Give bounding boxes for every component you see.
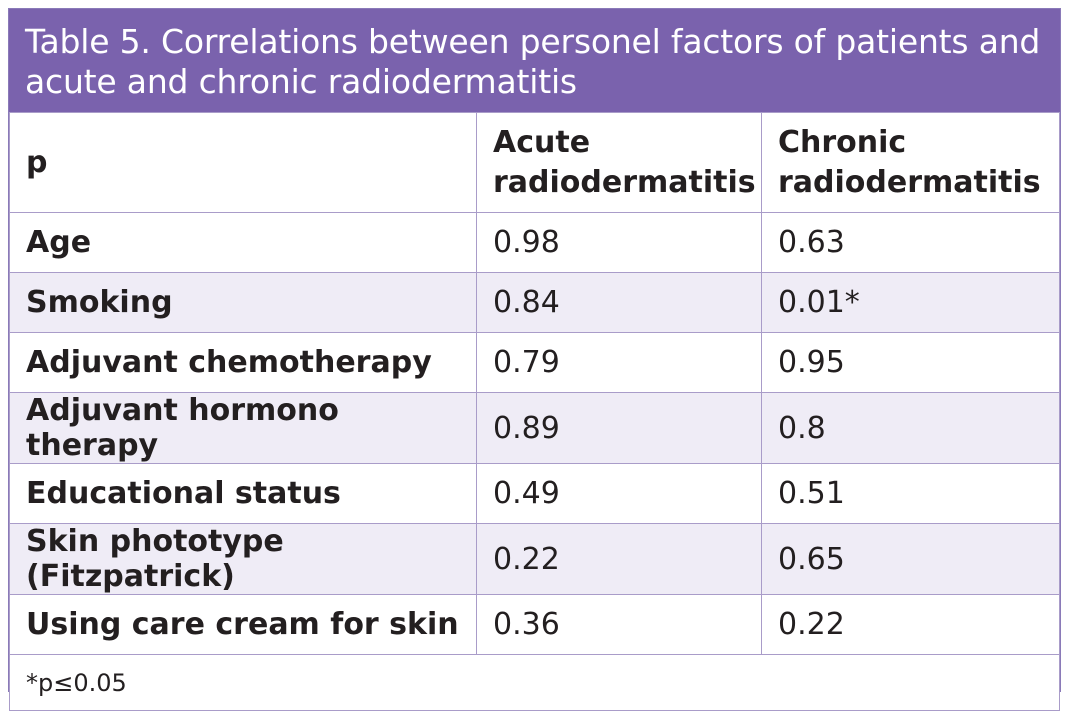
header-chronic: Chronic radiodermatitis xyxy=(761,112,1060,213)
footnote: *p≤0.05 xyxy=(9,654,1060,711)
row-acute: 0.49 xyxy=(476,463,762,524)
table-row: Age 0.98 0.63 xyxy=(9,212,1060,273)
table-title: Table 5. Correlations between personel f… xyxy=(9,9,1060,112)
row-chronic: 0.22 xyxy=(761,594,1060,655)
correlation-table: Table 5. Correlations between personel f… xyxy=(8,8,1061,711)
row-chronic: 0.65 xyxy=(761,523,1060,595)
table-row: Smoking 0.84 0.01* xyxy=(9,272,1060,333)
row-factor: Using care cream for skin xyxy=(9,594,477,655)
header-row: p Acute radiodermatitis Chronic radioder… xyxy=(9,112,1060,213)
table-row: Adjuvant hormono therapy 0.89 0.8 xyxy=(9,392,1060,464)
row-chronic: 0.01* xyxy=(761,272,1060,333)
table-row: Skin phototype (Fitzpatrick) 0.22 0.65 xyxy=(9,523,1060,595)
header-acute: Acute radiodermatitis xyxy=(476,112,762,213)
row-acute: 0.22 xyxy=(476,523,762,595)
row-factor: Age xyxy=(9,212,477,273)
row-chronic: 0.51 xyxy=(761,463,1060,524)
table-row: Using care cream for skin 0.36 0.22 xyxy=(9,594,1060,655)
table-row: Adjuvant chemotherapy 0.79 0.95 xyxy=(9,332,1060,393)
table-row: Educational status 0.49 0.51 xyxy=(9,463,1060,524)
row-acute: 0.98 xyxy=(476,212,762,273)
row-chronic: 0.63 xyxy=(761,212,1060,273)
footnote-row: *p≤0.05 xyxy=(9,654,1060,711)
row-chronic: 0.8 xyxy=(761,392,1060,464)
row-acute: 0.84 xyxy=(476,272,762,333)
row-factor: Skin phototype (Fitzpatrick) xyxy=(9,523,477,595)
row-factor: Adjuvant hormono therapy xyxy=(9,392,477,464)
row-acute: 0.36 xyxy=(476,594,762,655)
header-p: p xyxy=(9,112,477,213)
data-table: p Acute radiodermatitis Chronic radioder… xyxy=(9,112,1060,711)
row-acute: 0.79 xyxy=(476,332,762,393)
row-factor: Smoking xyxy=(9,272,477,333)
row-chronic: 0.95 xyxy=(761,332,1060,393)
row-factor: Adjuvant chemotherapy xyxy=(9,332,477,393)
row-acute: 0.89 xyxy=(476,392,762,464)
row-factor: Educational status xyxy=(9,463,477,524)
